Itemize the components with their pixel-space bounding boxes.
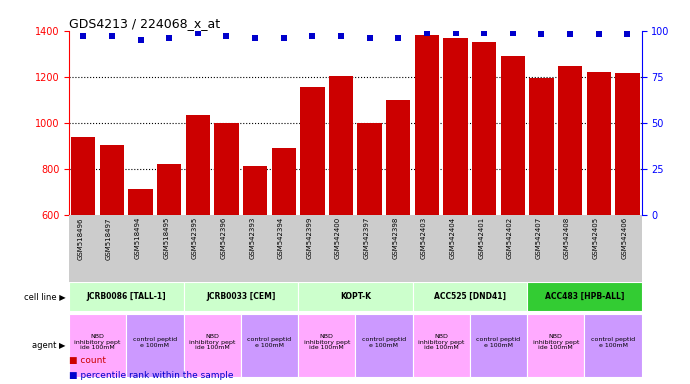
Bar [128,189,152,215]
Text: ■ percentile rank within the sample: ■ percentile rank within the sample [69,371,233,380]
Text: JCRB0033 [CEM]: JCRB0033 [CEM] [206,292,275,301]
Bar [357,123,382,215]
Bar [413,314,470,377]
Point [450,30,461,36]
Bar [527,282,642,311]
Text: control peptid
e 100mM: control peptid e 100mM [248,337,291,348]
Point [564,31,575,38]
Text: GSM542399: GSM542399 [306,217,313,260]
Bar [71,137,95,215]
Text: GSM542401: GSM542401 [478,217,484,259]
Text: cell line ▶: cell line ▶ [23,292,66,301]
Bar [615,73,640,215]
Text: JCRB0086 [TALL-1]: JCRB0086 [TALL-1] [86,292,166,301]
Bar [126,314,184,377]
Text: GSM542395: GSM542395 [192,217,198,259]
Point [593,31,604,38]
Text: GSM518495: GSM518495 [164,217,169,260]
Point [278,35,289,41]
Text: GSM542396: GSM542396 [221,217,226,260]
Bar [298,282,413,311]
Bar [300,87,324,215]
Text: control peptid
e 100mM: control peptid e 100mM [133,337,177,348]
Text: GSM542398: GSM542398 [393,217,398,260]
Bar [527,314,584,377]
Bar [501,56,525,215]
Bar [415,35,439,215]
Text: GSM542406: GSM542406 [622,217,627,259]
Text: NBD
inhibitory pept
ide 100mM: NBD inhibitory pept ide 100mM [533,334,579,351]
Text: GSM518494: GSM518494 [135,217,141,260]
Text: GSM542403: GSM542403 [421,217,427,259]
Point [307,33,318,39]
Text: GSM542408: GSM542408 [564,217,570,259]
Bar [241,314,298,377]
Text: GSM542397: GSM542397 [364,217,370,260]
Text: GDS4213 / 224068_x_at: GDS4213 / 224068_x_at [69,17,220,30]
Bar [157,164,181,215]
Bar [184,314,241,377]
Bar [243,166,267,215]
Bar [184,282,298,311]
Bar [386,100,411,215]
Point [221,33,232,39]
Text: GSM542404: GSM542404 [450,217,455,259]
Text: NBD
inhibitory pept
ide 100mM: NBD inhibitory pept ide 100mM [75,334,121,351]
Text: KOPT-K: KOPT-K [340,292,371,301]
Point [164,35,175,41]
Point [335,33,346,39]
Point [393,35,404,41]
Point [507,30,518,36]
Bar [100,145,124,215]
Text: GSM518496: GSM518496 [77,217,83,260]
Bar [329,76,353,215]
Text: GSM542400: GSM542400 [335,217,341,259]
Text: control peptid
e 100mM: control peptid e 100mM [362,337,406,348]
Point [78,33,89,39]
Text: ACC525 [DND41]: ACC525 [DND41] [434,292,506,301]
Bar [69,282,184,311]
Point [135,37,146,43]
Point [536,31,547,38]
Bar [472,42,496,215]
Bar [586,72,611,215]
Text: control peptid
e 100mM: control peptid e 100mM [477,337,520,348]
Bar [529,78,553,215]
Text: GSM542394: GSM542394 [278,217,284,259]
Text: NBD
inhibitory pept
ide 100mM: NBD inhibitory pept ide 100mM [304,334,350,351]
Point [622,31,633,38]
Text: GSM542407: GSM542407 [535,217,542,259]
Point [364,35,375,41]
Text: NBD
inhibitory pept
ide 100mM: NBD inhibitory pept ide 100mM [189,334,235,351]
Text: GSM542405: GSM542405 [593,217,599,259]
Text: ■ count: ■ count [69,356,106,365]
Text: control peptid
e 100mM: control peptid e 100mM [591,337,635,348]
Bar [186,115,210,215]
Point [250,35,261,41]
Bar [355,314,413,377]
Text: GSM518497: GSM518497 [106,217,112,260]
Text: GSM542402: GSM542402 [507,217,513,259]
Text: ACC483 [HPB-ALL]: ACC483 [HPB-ALL] [544,292,624,301]
Bar [584,314,642,377]
Text: GSM542393: GSM542393 [249,217,255,260]
Bar [444,38,468,215]
Bar [69,314,126,377]
Bar [413,282,527,311]
Bar [470,314,527,377]
Point [422,30,433,36]
Bar [558,66,582,215]
Bar [272,148,296,215]
Text: NBD
inhibitory pept
ide 100mM: NBD inhibitory pept ide 100mM [418,334,464,351]
Point [193,30,204,36]
Text: agent ▶: agent ▶ [32,341,66,350]
Point [479,30,490,36]
Bar [215,123,239,215]
Bar [298,314,355,377]
Point [106,33,117,39]
